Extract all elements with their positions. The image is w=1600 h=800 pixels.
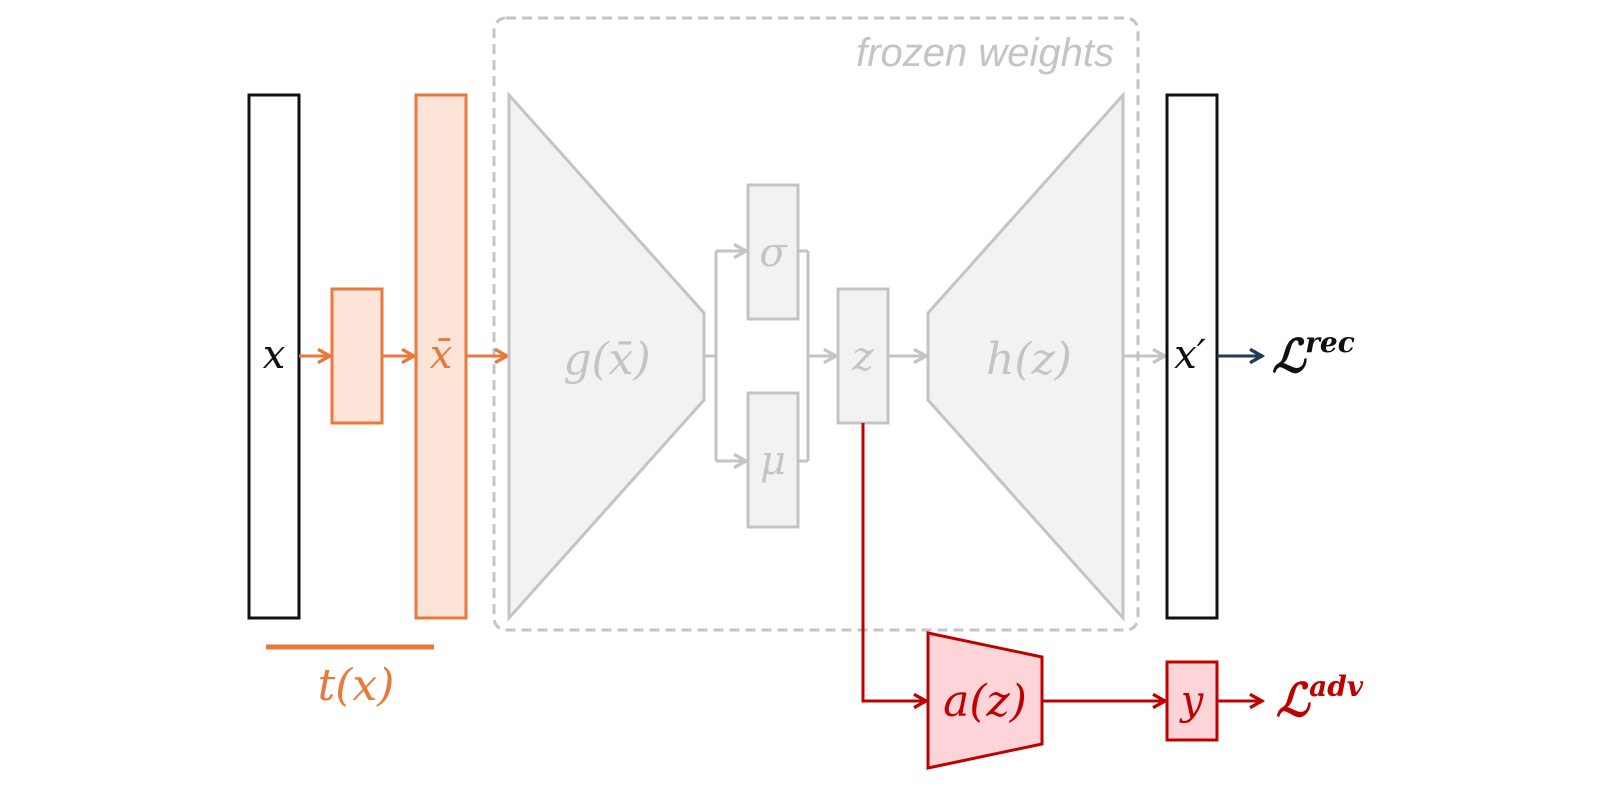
- transformed-x-label: x̄: [430, 332, 453, 378]
- rec-loss-label: ℒrec: [1272, 326, 1355, 383]
- sigma-block: [746, 183, 800, 321]
- adv-loss-base: ℒ: [1276, 673, 1311, 727]
- transform-block: [330, 287, 384, 425]
- input-x-label: x: [263, 332, 286, 378]
- encoder-trapezoid: [507, 91, 706, 622]
- adv-loss-sup: adv: [1309, 670, 1364, 703]
- latent-z-label: z: [851, 334, 874, 380]
- encoder-label: g(x̄): [563, 334, 650, 385]
- latent-z-block: [836, 287, 890, 425]
- transformed-x-block: [414, 93, 468, 620]
- arrow-z-to-adversary: [861, 423, 926, 701]
- mu-label: μ: [760, 438, 786, 484]
- rec-loss-sup: rec: [1305, 326, 1355, 359]
- reconstruction-block: [1165, 93, 1219, 620]
- reconstruction-label: x′: [1174, 332, 1206, 378]
- transform-function-label: t(x): [318, 660, 395, 711]
- decoder-label: h(z): [986, 334, 1072, 385]
- input-x-block: [247, 93, 301, 620]
- frozen-weights-region: [492, 16, 1140, 632]
- mu-block: [746, 391, 800, 529]
- adversary-label: a(z): [943, 676, 1027, 727]
- frozen-weights-label: frozen weights: [856, 31, 1114, 75]
- sigma-label: σ: [759, 230, 788, 276]
- decoder-trapezoid: [926, 91, 1125, 622]
- adv-loss-label: ℒadv: [1276, 670, 1364, 727]
- rec-loss-base: ℒ: [1272, 329, 1307, 383]
- adversary-trapezoid: [926, 631, 1044, 770]
- target-y-label: y: [1179, 678, 1205, 724]
